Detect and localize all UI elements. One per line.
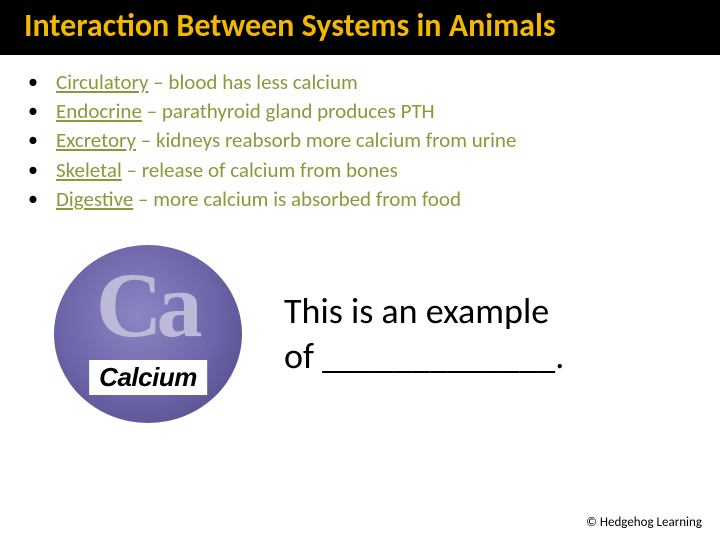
bullet-dot-icon: • [28,69,56,95]
list-item: • Circulatory – blood has less calcium [28,69,692,96]
bullet-dot-icon: • [28,157,56,183]
bullet-text: Excretory – kidneys reabsorb more calciu… [56,127,516,154]
bullet-text: Skeletal – release of calcium from bones [56,157,398,184]
list-item: • Digestive – more calcium is absorbed f… [28,186,692,213]
lower-section: Ca Calcium This is an example of _______… [0,221,720,429]
bullet-text: Endocrine – parathyroid gland produces P… [56,98,435,125]
list-item: • Skeletal – release of calcium from bon… [28,157,692,184]
list-item: • Excretory – kidneys reabsorb more calc… [28,127,692,154]
list-item: • Endocrine – parathyroid gland produces… [28,98,692,125]
bullet-text: Digestive – more calcium is absorbed fro… [56,186,461,213]
calcium-label: Calcium [89,360,207,395]
calcium-symbol: Ca [96,259,196,351]
slide-title: Interaction Between Systems in Animals [24,8,696,45]
bullet-dot-icon: • [28,127,56,153]
calcium-graphic: Ca Calcium [48,239,248,429]
copyright-footer: © Hedgehog Learning [586,515,702,530]
bullet-text: Circulatory – blood has less calcium [56,69,358,96]
bullet-list: • Circulatory – blood has less calcium •… [0,55,720,221]
bullet-dot-icon: • [28,186,56,212]
title-bar: Interaction Between Systems in Animals [0,0,720,55]
example-text: This is an example of _____________. [284,289,564,379]
bullet-dot-icon: • [28,98,56,124]
